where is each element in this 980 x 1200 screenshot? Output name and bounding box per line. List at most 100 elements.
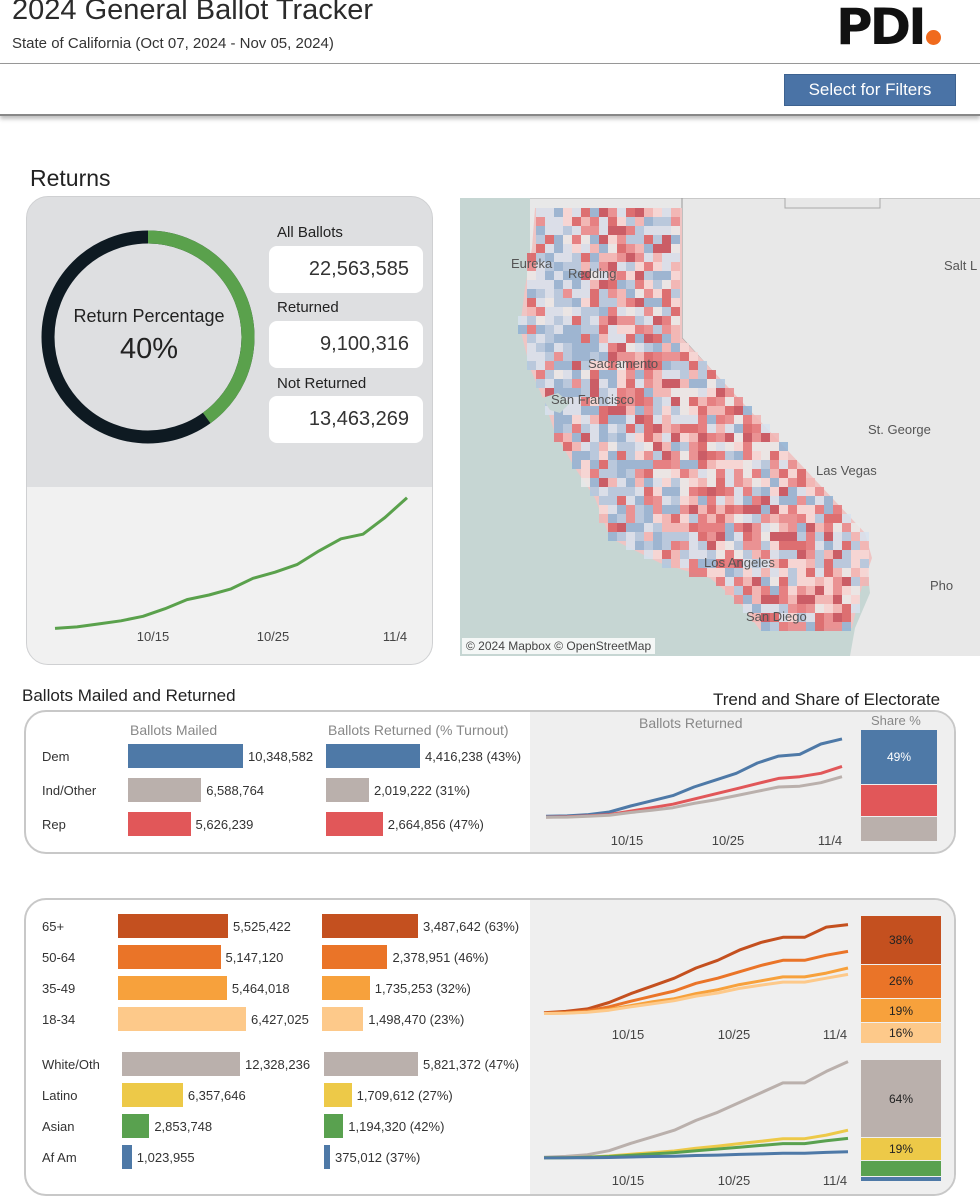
returned-bar[interactable] xyxy=(326,744,420,768)
map-credit[interactable]: © 2024 Mapbox © OpenStreetMap xyxy=(462,638,656,654)
precinct-tile xyxy=(725,478,734,487)
precinct-tile xyxy=(554,271,563,280)
precinct-tile xyxy=(617,298,626,307)
share-segment[interactable] xyxy=(861,1177,941,1181)
returned-bar[interactable] xyxy=(322,976,370,1000)
precinct-tile xyxy=(824,541,833,550)
california-precinct-map[interactable] xyxy=(460,198,980,656)
mailed-bar[interactable] xyxy=(122,1052,240,1076)
precinct-tile xyxy=(689,469,698,478)
precinct-tile xyxy=(572,208,581,217)
returned-bar[interactable] xyxy=(322,914,418,938)
series-line-35-49[interactable] xyxy=(543,966,849,1015)
share-segment[interactable] xyxy=(861,784,937,817)
city-label: Los Angeles xyxy=(704,555,775,570)
share-segment[interactable] xyxy=(861,817,937,841)
series-line-50-64[interactable] xyxy=(543,949,849,1015)
precinct-tile xyxy=(572,415,581,424)
sf-bay xyxy=(542,393,570,413)
precinct-tile xyxy=(590,271,599,280)
share-segment[interactable]: 19% xyxy=(861,1138,941,1161)
precinct-tile xyxy=(635,352,644,361)
series-line-65+[interactable] xyxy=(543,923,849,1015)
precinct-tile xyxy=(608,316,617,325)
returned-bar[interactable] xyxy=(324,1083,352,1107)
precinct-tile xyxy=(608,379,617,388)
share-segment[interactable]: 16% xyxy=(861,1023,941,1043)
precinct-tile xyxy=(590,361,599,370)
mailed-bar[interactable] xyxy=(118,914,229,938)
precinct-tile xyxy=(608,361,617,370)
precinct-tile xyxy=(590,208,599,217)
precinct-tile xyxy=(761,568,770,577)
mailed-bar[interactable] xyxy=(122,1145,132,1169)
precinct-tile xyxy=(590,352,599,361)
share-segment[interactable]: 64% xyxy=(861,1060,941,1138)
precinct-tile xyxy=(644,541,653,550)
returned-value: 1,194,320 (42%) xyxy=(348,1119,445,1134)
series-line-Rep[interactable] xyxy=(545,764,843,819)
series-line-Af Am[interactable] xyxy=(543,1150,849,1160)
precinct-tile xyxy=(680,424,689,433)
precinct-tile xyxy=(662,379,671,388)
precinct-tile xyxy=(644,289,653,298)
precinct-tile xyxy=(662,235,671,244)
series-line-White/Oth[interactable] xyxy=(543,1060,849,1159)
precinct-tile xyxy=(599,478,608,487)
precinct-tile xyxy=(527,307,536,316)
precinct-tile xyxy=(725,532,734,541)
precinct-tile xyxy=(653,532,662,541)
precinct-tile xyxy=(824,595,833,604)
precinct-tile xyxy=(626,253,635,262)
returned-bar[interactable] xyxy=(324,1052,418,1076)
precinct-tile xyxy=(599,424,608,433)
precinct-tile xyxy=(653,271,662,280)
mailed-bar[interactable] xyxy=(128,744,243,768)
series-line-18-34[interactable] xyxy=(543,972,849,1015)
precinct-tile xyxy=(698,514,707,523)
precinct-tile xyxy=(788,586,797,595)
returned-bar[interactable] xyxy=(324,1145,331,1169)
precinct-tile xyxy=(752,595,761,604)
precinct-tile xyxy=(779,613,788,622)
precinct-tile xyxy=(761,496,770,505)
precinct-tile xyxy=(662,280,671,289)
share-segment[interactable]: 19% xyxy=(861,998,941,1023)
precinct-tile xyxy=(779,622,788,631)
precinct-tile xyxy=(590,226,599,235)
series-line-0[interactable] xyxy=(54,496,409,630)
precinct-tile xyxy=(608,298,617,307)
share-segment[interactable] xyxy=(861,1161,941,1177)
returned-bar[interactable] xyxy=(326,778,369,802)
returned-bar[interactable] xyxy=(324,1114,344,1138)
share-label: 19% xyxy=(888,1142,914,1157)
share-segment[interactable]: 26% xyxy=(861,965,941,998)
mailed-bar[interactable] xyxy=(118,945,221,969)
precinct-tile xyxy=(680,397,689,406)
precinct-tile xyxy=(770,559,779,568)
mailed-bar[interactable] xyxy=(128,812,191,836)
share-segment[interactable]: 38% xyxy=(861,916,941,965)
mailed-bar[interactable] xyxy=(118,976,227,1000)
series-line-Dem[interactable] xyxy=(545,737,843,818)
returned-bar[interactable] xyxy=(322,945,388,969)
mailed-bar[interactable] xyxy=(122,1083,183,1107)
precinct-tile xyxy=(554,235,563,244)
mailed-bar[interactable] xyxy=(122,1114,150,1138)
precinct-tile xyxy=(554,262,563,271)
returned-bar[interactable] xyxy=(322,1007,364,1031)
mailed-bar[interactable] xyxy=(128,778,202,802)
select-filters-button[interactable]: Select for Filters xyxy=(784,74,956,106)
precinct-tile xyxy=(860,559,869,568)
precinct-tile xyxy=(680,451,689,460)
returned-bar[interactable] xyxy=(326,812,383,836)
share-segment[interactable]: 49% xyxy=(861,730,937,784)
series-line-Ind/Other[interactable] xyxy=(545,775,843,819)
precinct-tile xyxy=(617,280,626,289)
precinct-tile xyxy=(662,208,671,217)
precinct-tile xyxy=(545,208,554,217)
mailed-value: 1,023,955 xyxy=(136,1150,195,1165)
precinct-tile xyxy=(752,586,761,595)
precinct-tile xyxy=(626,370,635,379)
mailed-bar[interactable] xyxy=(118,1007,246,1031)
